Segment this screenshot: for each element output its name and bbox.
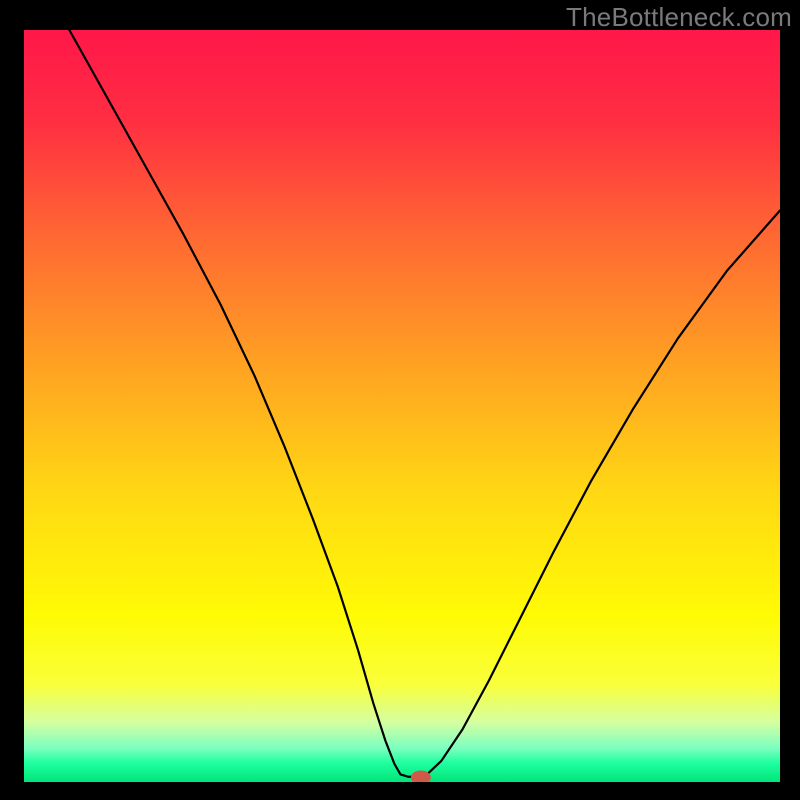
gradient-plot-svg	[24, 30, 780, 782]
watermark-text: TheBottleneck.com	[566, 2, 792, 33]
chart-frame: TheBottleneck.com	[0, 0, 800, 800]
gradient-background	[24, 30, 780, 782]
plot-area	[24, 30, 780, 782]
